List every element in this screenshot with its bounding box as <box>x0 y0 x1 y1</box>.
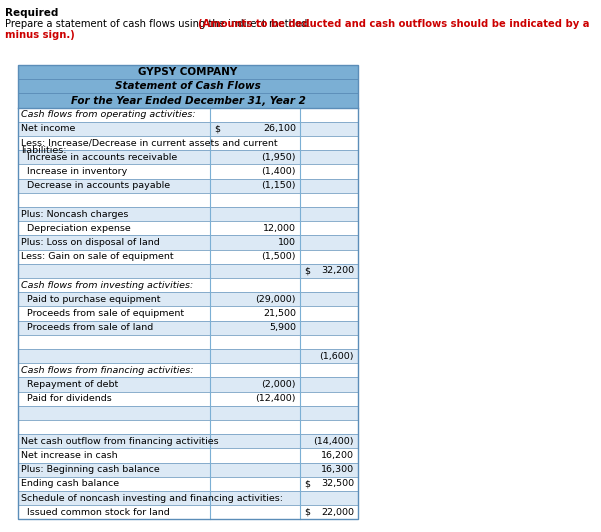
Bar <box>18 292 358 306</box>
Bar <box>18 193 358 207</box>
Text: Ending cash balance: Ending cash balance <box>21 479 119 488</box>
Text: Cash flows from operating activities:: Cash flows from operating activities: <box>21 110 195 119</box>
Text: (2,000): (2,000) <box>261 380 296 389</box>
Text: (29,000): (29,000) <box>255 295 296 304</box>
Bar <box>18 150 358 164</box>
Text: Plus: Beginning cash balance: Plus: Beginning cash balance <box>21 465 160 474</box>
Text: Net income: Net income <box>21 124 75 134</box>
Text: (1,500): (1,500) <box>261 252 296 261</box>
Text: (1,950): (1,950) <box>261 153 296 162</box>
Text: Prepare a statement of cash flows using the indirect method.: Prepare a statement of cash flows using … <box>5 19 314 29</box>
Text: Decrease in accounts payable: Decrease in accounts payable <box>21 181 170 190</box>
Text: $: $ <box>304 267 310 276</box>
Text: For the Year Ended December 31, Year 2: For the Year Ended December 31, Year 2 <box>70 96 305 105</box>
Bar <box>18 221 358 235</box>
Text: Net increase in cash: Net increase in cash <box>21 451 118 460</box>
Bar <box>18 306 358 321</box>
Text: Repayment of debt: Repayment of debt <box>21 380 118 389</box>
Text: 100: 100 <box>278 238 296 247</box>
Bar <box>18 392 358 406</box>
Bar <box>18 377 358 392</box>
Text: $: $ <box>304 508 310 517</box>
Bar <box>18 434 358 448</box>
Text: Depreciation expense: Depreciation expense <box>21 224 131 233</box>
Bar <box>18 448 358 463</box>
Text: 16,200: 16,200 <box>321 451 354 460</box>
Bar <box>18 65 358 519</box>
Text: Proceeds from sale of equipment: Proceeds from sale of equipment <box>21 309 184 318</box>
Text: 16,300: 16,300 <box>321 465 354 474</box>
Bar <box>18 321 358 335</box>
Text: Proceeds from sale of land: Proceeds from sale of land <box>21 323 153 332</box>
Text: (14,400): (14,400) <box>314 437 354 446</box>
Text: Paid to purchase equipment: Paid to purchase equipment <box>21 295 160 304</box>
Text: 32,500: 32,500 <box>321 479 354 488</box>
Text: Increase in inventory: Increase in inventory <box>21 167 127 176</box>
Bar <box>18 349 358 363</box>
Text: Paid for dividends: Paid for dividends <box>21 394 112 403</box>
Bar <box>18 463 358 477</box>
Text: 12,000: 12,000 <box>263 224 296 233</box>
Text: Plus: Noncash charges: Plus: Noncash charges <box>21 210 129 219</box>
Text: (1,400): (1,400) <box>261 167 296 176</box>
Bar <box>18 94 358 107</box>
Bar <box>18 107 358 122</box>
Bar <box>18 207 358 221</box>
Bar <box>18 136 358 150</box>
Bar <box>18 79 358 94</box>
Text: 21,500: 21,500 <box>263 309 296 318</box>
Text: Cash flows from financing activities:: Cash flows from financing activities: <box>21 366 194 375</box>
Text: Statement of Cash Flows: Statement of Cash Flows <box>115 81 261 92</box>
Text: Cash flows from investing activities:: Cash flows from investing activities: <box>21 280 194 289</box>
Text: $: $ <box>214 124 220 134</box>
Bar <box>18 264 358 278</box>
Bar <box>18 122 358 136</box>
Text: (1,150): (1,150) <box>261 181 296 190</box>
Text: (12,400): (12,400) <box>255 394 296 403</box>
Bar <box>18 65 358 79</box>
Bar <box>18 505 358 519</box>
Bar <box>18 335 358 349</box>
Bar <box>18 179 358 193</box>
Text: Schedule of noncash investing and financing activities:: Schedule of noncash investing and financ… <box>21 494 283 503</box>
Text: liabilities:: liabilities: <box>21 146 67 155</box>
Text: Required: Required <box>5 8 58 18</box>
Bar <box>18 363 358 377</box>
Bar <box>18 164 358 179</box>
Text: 5,900: 5,900 <box>269 323 296 332</box>
Bar <box>18 235 358 250</box>
Text: GYPSY COMPANY: GYPSY COMPANY <box>138 67 237 77</box>
Text: minus sign.): minus sign.) <box>5 30 75 40</box>
Bar <box>18 406 358 420</box>
Text: $: $ <box>304 479 310 488</box>
Text: (Amounts to be deducted and cash outflows should be indicated by a: (Amounts to be deducted and cash outflow… <box>198 19 590 29</box>
Bar <box>18 491 358 505</box>
Text: 22,000: 22,000 <box>321 508 354 517</box>
Bar <box>18 477 358 491</box>
Text: Less: Increase/Decrease in current assets and current: Less: Increase/Decrease in current asset… <box>21 139 278 148</box>
Text: (1,600): (1,600) <box>320 352 354 361</box>
Text: Net cash outflow from financing activities: Net cash outflow from financing activiti… <box>21 437 219 446</box>
Text: 32,200: 32,200 <box>321 267 354 276</box>
Bar <box>18 420 358 434</box>
Text: Less: Gain on sale of equipment: Less: Gain on sale of equipment <box>21 252 174 261</box>
Text: Plus: Loss on disposal of land: Plus: Loss on disposal of land <box>21 238 160 247</box>
Text: Increase in accounts receivable: Increase in accounts receivable <box>21 153 177 162</box>
Bar <box>18 250 358 264</box>
Text: 26,100: 26,100 <box>263 124 296 134</box>
Text: Issued common stock for land: Issued common stock for land <box>21 508 169 517</box>
Bar <box>18 278 358 292</box>
